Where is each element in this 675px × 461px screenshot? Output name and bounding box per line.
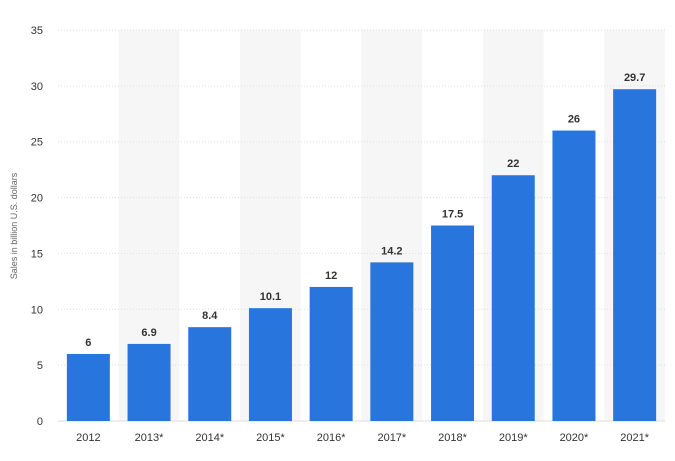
y-axis-title: Sales in billion U.S. dollars: [9, 172, 19, 279]
bars: [66, 89, 657, 422]
bar[interactable]: [127, 343, 171, 421]
x-axis: 2012 2013* 2014* 2015* 2016* 2017* 2018* 2019* 2…: [76, 432, 650, 444]
data-label: 8.4: [202, 310, 218, 322]
x-tick-label: 2021*: [620, 432, 649, 444]
data-label: 6.9: [141, 327, 156, 339]
data-label: 26: [568, 114, 580, 126]
x-tick-label: 2020*: [560, 432, 589, 444]
y-tick-label: 15: [31, 248, 43, 260]
bar[interactable]: [552, 130, 596, 422]
bar[interactable]: [613, 89, 657, 422]
y-tick-label: 30: [31, 81, 43, 93]
x-tick-label: 2013*: [135, 432, 164, 444]
data-label: 12: [325, 270, 337, 282]
data-label: 10.1: [260, 291, 281, 303]
y-tick-label: 20: [31, 193, 43, 205]
x-tick-label: 2019*: [499, 432, 528, 444]
x-tick-label: 2012: [76, 432, 100, 444]
data-label: 29.7: [624, 72, 645, 84]
data-label: 14.2: [381, 245, 402, 257]
x-tick-label: 2017*: [377, 432, 406, 444]
bar[interactable]: [491, 175, 535, 421]
y-tick-label: 25: [31, 137, 43, 149]
data-label: 22: [507, 158, 519, 170]
x-tick-label: 2014*: [195, 432, 224, 444]
bar[interactable]: [66, 353, 110, 421]
y-tick-label: 10: [31, 304, 43, 316]
bar[interactable]: [309, 286, 353, 421]
x-tick-label: 2016*: [317, 432, 346, 444]
x-tick-label: 2018*: [438, 432, 467, 444]
bar[interactable]: [370, 262, 414, 421]
y-axis: 0 5 10 15 20 25 30 35: [31, 25, 43, 428]
x-tick-label: 2015*: [256, 432, 285, 444]
bar[interactable]: [248, 308, 292, 421]
data-label: 6: [85, 337, 91, 349]
bar[interactable]: [188, 327, 232, 421]
y-tick-label: 0: [37, 416, 43, 428]
y-tick-label: 35: [31, 25, 43, 37]
bar[interactable]: [431, 225, 475, 422]
data-labels: 6 6.9 8.4 10.1 12 14.2 17.5 22 26 29.7: [85, 72, 645, 349]
data-label: 17.5: [442, 209, 463, 221]
y-tick-label: 5: [37, 360, 43, 372]
